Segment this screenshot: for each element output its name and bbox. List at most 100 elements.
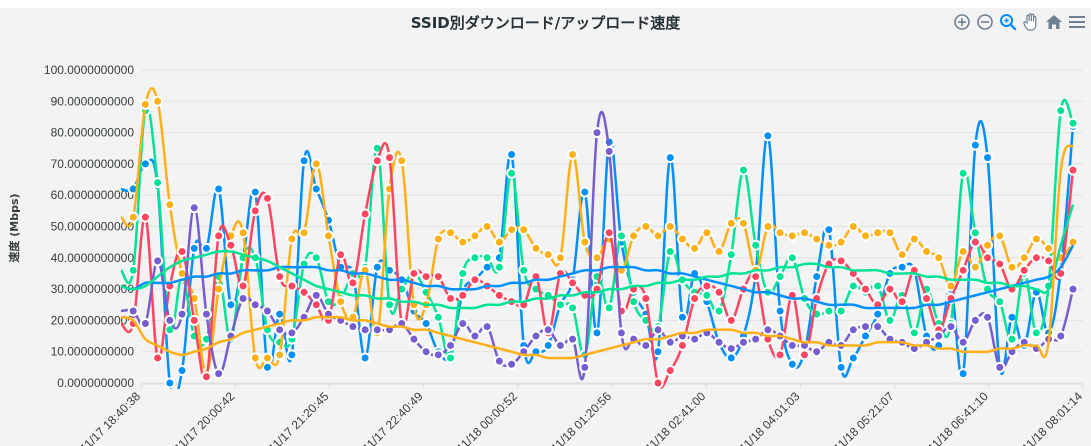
data-point[interactable] (1006, 333, 1018, 345)
data-point[interactable] (298, 155, 310, 167)
data-point[interactable] (225, 239, 237, 251)
data-point[interactable] (249, 205, 261, 217)
data-point[interactable] (164, 377, 176, 389)
data-point[interactable] (713, 305, 725, 317)
data-point[interactable] (664, 246, 676, 258)
selection-zoom-button[interactable] (998, 11, 1018, 33)
data-point[interactable] (213, 283, 225, 295)
data-point[interactable] (762, 324, 774, 336)
data-point[interactable] (335, 249, 347, 261)
data-point[interactable] (347, 277, 359, 289)
data-point[interactable] (554, 299, 566, 311)
data-point[interactable] (237, 292, 249, 304)
data-point[interactable] (847, 280, 859, 292)
data-point[interactable] (676, 339, 688, 351)
data-point[interactable] (298, 286, 310, 298)
data-point[interactable] (762, 221, 774, 232)
data-point[interactable] (676, 311, 688, 323)
data-point[interactable] (359, 352, 371, 364)
data-point[interactable] (274, 349, 286, 361)
data-point[interactable] (445, 292, 457, 304)
data-point[interactable] (469, 230, 481, 242)
data-point[interactable] (737, 217, 749, 229)
data-point[interactable] (152, 352, 164, 364)
data-point[interactable] (200, 242, 212, 254)
data-point[interactable] (237, 227, 249, 239)
data-point[interactable] (359, 324, 371, 336)
data-point[interactable] (481, 252, 493, 264)
data-point[interactable] (737, 336, 749, 348)
data-point[interactable] (591, 252, 603, 264)
data-point[interactable] (933, 330, 945, 342)
data-point[interactable] (445, 339, 457, 351)
data-point[interactable] (493, 236, 505, 248)
data-point[interactable] (969, 227, 981, 239)
data-point[interactable] (286, 349, 298, 361)
data-point[interactable] (835, 236, 847, 248)
data-point[interactable] (884, 227, 896, 239)
data-point[interactable] (957, 368, 969, 380)
data-point[interactable] (139, 158, 151, 170)
pan-button[interactable] (1021, 11, 1041, 33)
data-point[interactable] (921, 292, 933, 304)
data-point[interactable] (188, 242, 200, 254)
data-point[interactable] (847, 352, 859, 364)
data-point[interactable] (579, 361, 591, 373)
data-point[interactable] (225, 299, 237, 311)
data-point[interactable] (823, 239, 835, 251)
data-point[interactable] (676, 233, 688, 245)
data-point[interactable] (884, 314, 896, 326)
data-point[interactable] (1030, 327, 1042, 339)
data-point[interactable] (774, 305, 786, 317)
data-point[interactable] (408, 267, 420, 279)
data-point[interactable] (896, 261, 908, 273)
data-point[interactable] (200, 371, 212, 383)
data-point[interactable] (982, 152, 994, 164)
data-point[interactable] (420, 318, 432, 330)
data-point[interactable] (957, 246, 969, 258)
data-point[interactable] (176, 308, 188, 320)
data-point[interactable] (1043, 242, 1055, 254)
data-point[interactable] (274, 271, 286, 283)
data-point[interactable] (249, 186, 261, 198)
data-point[interactable] (835, 305, 847, 317)
data-point[interactable] (664, 364, 676, 376)
data-point[interactable] (872, 308, 884, 320)
data-point[interactable] (725, 217, 737, 229)
data-point[interactable] (860, 330, 872, 342)
data-point[interactable] (457, 267, 469, 279)
data-point[interactable] (933, 252, 945, 264)
data-point[interactable] (286, 233, 298, 245)
data-point[interactable] (213, 183, 225, 195)
data-point[interactable] (1006, 261, 1018, 273)
data-point[interactable] (1055, 105, 1067, 117)
data-point[interactable] (213, 230, 225, 242)
data-point[interactable] (432, 271, 444, 283)
reset-zoom-button[interactable] (1044, 11, 1064, 33)
data-point[interactable] (982, 239, 994, 251)
data-point[interactable] (579, 236, 591, 248)
data-point[interactable] (310, 158, 322, 170)
data-point[interactable] (322, 230, 334, 242)
data-point[interactable] (835, 255, 847, 267)
data-point[interactable] (652, 346, 664, 358)
data-point[interactable] (579, 186, 591, 198)
data-point[interactable] (164, 314, 176, 326)
data-point[interactable] (908, 327, 920, 339)
data-point[interactable] (774, 271, 786, 283)
data-point[interactable] (335, 296, 347, 308)
data-point[interactable] (1055, 330, 1067, 342)
data-point[interactable] (835, 361, 847, 373)
data-point[interactable] (164, 199, 176, 211)
data-point[interactable] (664, 152, 676, 164)
data-point[interactable] (701, 280, 713, 292)
data-point[interactable] (457, 236, 469, 248)
data-point[interactable] (969, 139, 981, 151)
data-point[interactable] (786, 230, 798, 242)
data-point[interactable] (664, 336, 676, 348)
data-point[interactable] (542, 324, 554, 336)
data-point[interactable] (371, 261, 383, 273)
data-point[interactable] (310, 289, 322, 301)
data-point[interactable] (176, 364, 188, 376)
data-point[interactable] (188, 314, 200, 326)
